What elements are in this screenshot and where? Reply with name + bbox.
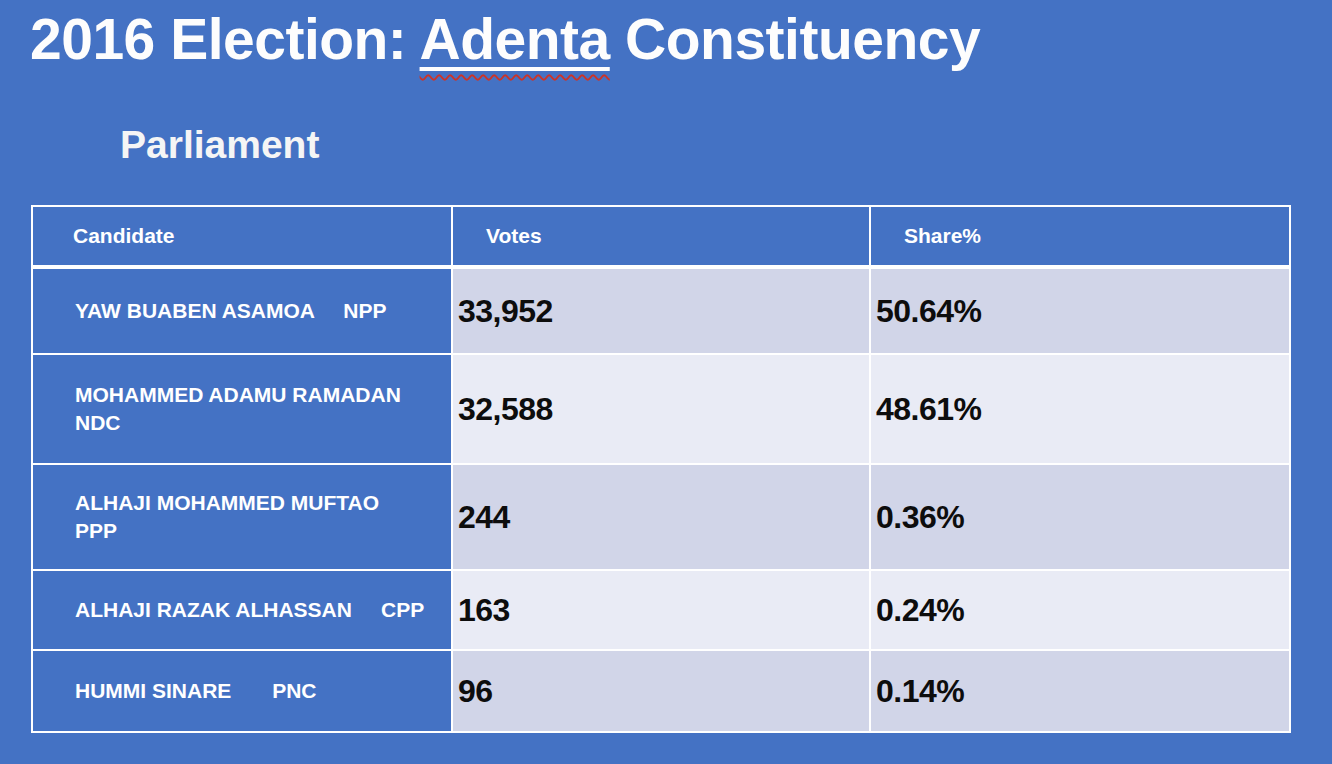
votes-cell: 244 bbox=[453, 465, 869, 569]
candidate-line: MOHAMMED ADAMU RAMADAN bbox=[75, 381, 443, 409]
candidate-cell: ALHAJI RAZAK ALHASSAN CPP bbox=[33, 571, 451, 649]
share-cell: 0.14% bbox=[871, 651, 1289, 731]
results-table: Candidate Votes Share% YAW BUABEN ASAMOA… bbox=[31, 205, 1291, 733]
slide-canvas: 2016 Election: Adenta Constituency Parli… bbox=[0, 0, 1332, 764]
candidate-line: PPP bbox=[75, 517, 443, 545]
candidate-cell: ALHAJI MOHAMMED MUFTAOPPP bbox=[33, 465, 451, 569]
spellcheck-squiggle: Adenta bbox=[420, 7, 610, 71]
candidate-cell: YAW BUABEN ASAMOA NPP bbox=[33, 269, 451, 353]
votes-cell: 33,952 bbox=[453, 269, 869, 353]
votes-cell: 163 bbox=[453, 571, 869, 649]
share-cell: 0.24% bbox=[871, 571, 1289, 649]
candidate-line: NDC bbox=[75, 409, 443, 437]
column-header-share: Share% bbox=[871, 207, 1289, 267]
column-header-candidate: Candidate bbox=[33, 207, 451, 267]
votes-cell: 96 bbox=[453, 651, 869, 731]
slide-subtitle: Parliament bbox=[120, 122, 319, 169]
candidate-line: HUMMI SINARE PNC bbox=[75, 677, 443, 705]
candidate-cell: MOHAMMED ADAMU RAMADANNDC bbox=[33, 355, 451, 463]
column-header-votes: Votes bbox=[453, 207, 869, 267]
title-prefix: 2016 Election: bbox=[30, 7, 420, 71]
votes-cell: 32,588 bbox=[453, 355, 869, 463]
candidate-cell: HUMMI SINARE PNC bbox=[33, 651, 451, 731]
share-cell: 50.64% bbox=[871, 269, 1289, 353]
candidate-line: ALHAJI RAZAK ALHASSAN CPP bbox=[75, 596, 443, 624]
slide-title: 2016 Election: Adenta Constituency bbox=[30, 4, 980, 75]
title-word-adenta: Adenta bbox=[420, 7, 610, 71]
candidate-line: YAW BUABEN ASAMOA NPP bbox=[75, 297, 443, 325]
title-suffix: Constituency bbox=[610, 7, 980, 71]
share-cell: 48.61% bbox=[871, 355, 1289, 463]
candidate-line: ALHAJI MOHAMMED MUFTAO bbox=[75, 489, 443, 517]
share-cell: 0.36% bbox=[871, 465, 1289, 569]
